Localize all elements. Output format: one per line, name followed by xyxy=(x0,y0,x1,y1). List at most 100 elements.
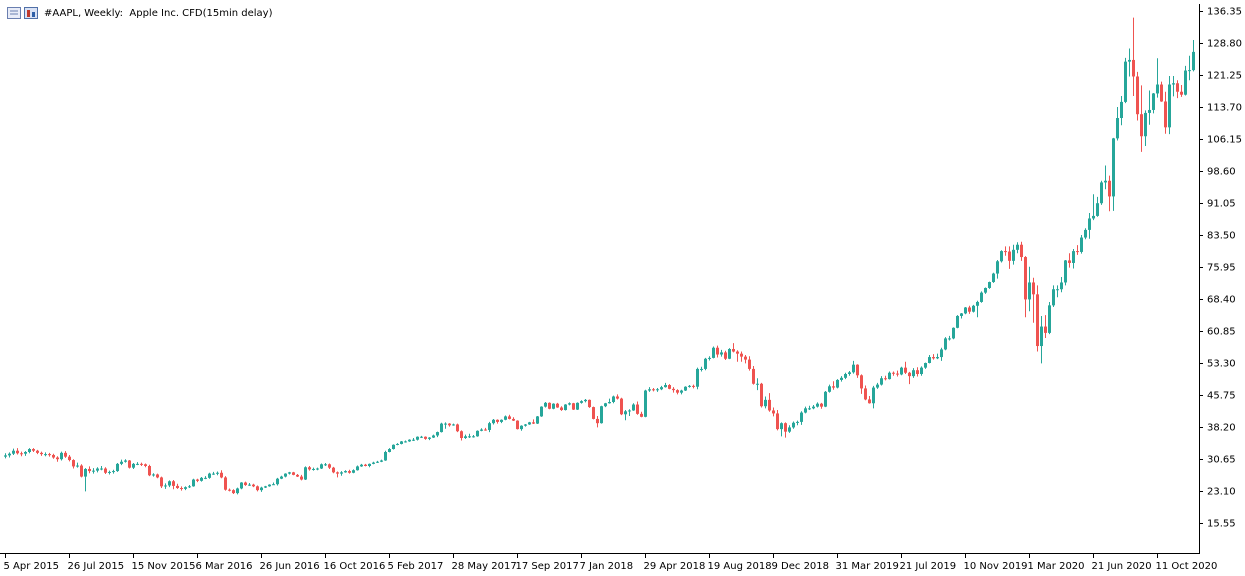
x-tick-label: 5 Apr 2015 xyxy=(4,561,59,572)
candle-body xyxy=(1004,251,1007,252)
candle-body xyxy=(64,453,67,457)
candle-body xyxy=(1144,113,1147,136)
candle-body xyxy=(128,460,131,467)
candle-body xyxy=(804,408,807,412)
candle-body xyxy=(916,370,919,374)
candle-body xyxy=(164,485,167,486)
candle-body xyxy=(552,404,555,409)
candle-body xyxy=(112,471,115,472)
candle-body xyxy=(344,471,347,472)
x-tick-label: 17 Sep 2017 xyxy=(516,561,579,572)
y-tick-label: 136.35 xyxy=(1207,7,1242,18)
candle-body xyxy=(900,368,903,375)
candle-body xyxy=(1136,76,1139,114)
candle-body xyxy=(456,424,459,431)
candle-body xyxy=(1100,182,1103,203)
candle-body xyxy=(780,423,783,429)
candle-body xyxy=(72,460,75,466)
candle-body xyxy=(528,422,531,424)
candle-body xyxy=(680,391,683,393)
candle-body xyxy=(716,348,719,355)
candle-body xyxy=(564,405,567,411)
candle-body xyxy=(924,363,927,368)
candle-body xyxy=(260,488,263,491)
candle-body xyxy=(828,386,831,392)
candle-body xyxy=(236,488,239,493)
candle-body xyxy=(612,396,615,402)
candle-body xyxy=(820,404,823,407)
candle-body xyxy=(960,313,963,316)
candle-body xyxy=(996,261,999,273)
candle-body xyxy=(1028,282,1031,299)
candle-body xyxy=(360,465,363,467)
y-tick-label: 113.70 xyxy=(1207,103,1242,114)
candle-body xyxy=(48,454,51,455)
candle-body xyxy=(8,454,11,456)
candle-body xyxy=(760,384,763,406)
candle-body xyxy=(1044,327,1047,333)
candle-body xyxy=(516,421,519,429)
candle-body xyxy=(452,424,455,425)
candle-body xyxy=(316,469,319,470)
candle-body xyxy=(40,453,43,454)
candle-body xyxy=(124,460,127,461)
candle-body xyxy=(440,424,443,432)
candle-body xyxy=(508,416,511,419)
x-tick-label: 28 May 2017 xyxy=(452,561,517,572)
candle-body xyxy=(176,486,179,488)
candle-body xyxy=(332,468,335,473)
candle-body xyxy=(1068,260,1071,263)
icon-bar xyxy=(27,10,30,17)
candle-body xyxy=(1012,250,1015,261)
candle-body xyxy=(224,477,227,489)
candle-body xyxy=(396,444,399,445)
candle-body xyxy=(872,388,875,404)
candle-body xyxy=(148,466,151,475)
candle-body xyxy=(784,423,787,431)
candle-body xyxy=(16,451,19,454)
candle-body xyxy=(948,338,951,339)
candle-body xyxy=(388,449,391,452)
candle-body xyxy=(140,464,143,465)
candle-body xyxy=(888,373,891,379)
candle-body xyxy=(756,384,759,385)
candle-body xyxy=(104,469,107,473)
candle-body xyxy=(1040,327,1043,346)
candle-body xyxy=(952,328,955,339)
candle-body xyxy=(940,349,943,357)
candle-body xyxy=(116,464,119,471)
candle-body xyxy=(1180,92,1183,95)
candle-body xyxy=(1060,282,1063,289)
x-tick-label: 19 Aug 2018 xyxy=(708,561,772,572)
candle-body xyxy=(1020,245,1023,257)
candle-body xyxy=(156,474,159,477)
candle-body xyxy=(376,462,379,463)
candle-body xyxy=(644,391,647,417)
candle-body xyxy=(668,385,671,389)
candle-body xyxy=(400,441,403,444)
candle-body xyxy=(928,357,931,363)
candle-body xyxy=(892,373,895,374)
candle-body xyxy=(1188,70,1191,71)
candle-body xyxy=(712,348,715,358)
candle-body xyxy=(244,483,247,486)
candle-body xyxy=(648,389,651,390)
candle-body xyxy=(68,457,71,460)
candle-body xyxy=(532,422,535,423)
candle-body xyxy=(444,424,447,425)
candle-body xyxy=(524,424,527,425)
candle-body xyxy=(268,485,271,487)
candle-body xyxy=(300,477,303,480)
candle-body xyxy=(936,357,939,358)
candle-body xyxy=(724,352,727,358)
candle-body xyxy=(372,463,375,464)
x-tick-label: 6 Mar 2016 xyxy=(196,561,253,572)
x-tick-label: 26 Jun 2016 xyxy=(260,561,320,572)
candle-body xyxy=(108,472,111,473)
candle-body xyxy=(672,389,675,390)
candle-body xyxy=(776,413,779,429)
candle-body xyxy=(408,440,411,442)
candle-body xyxy=(1032,282,1035,294)
candle-body xyxy=(1000,251,1003,261)
